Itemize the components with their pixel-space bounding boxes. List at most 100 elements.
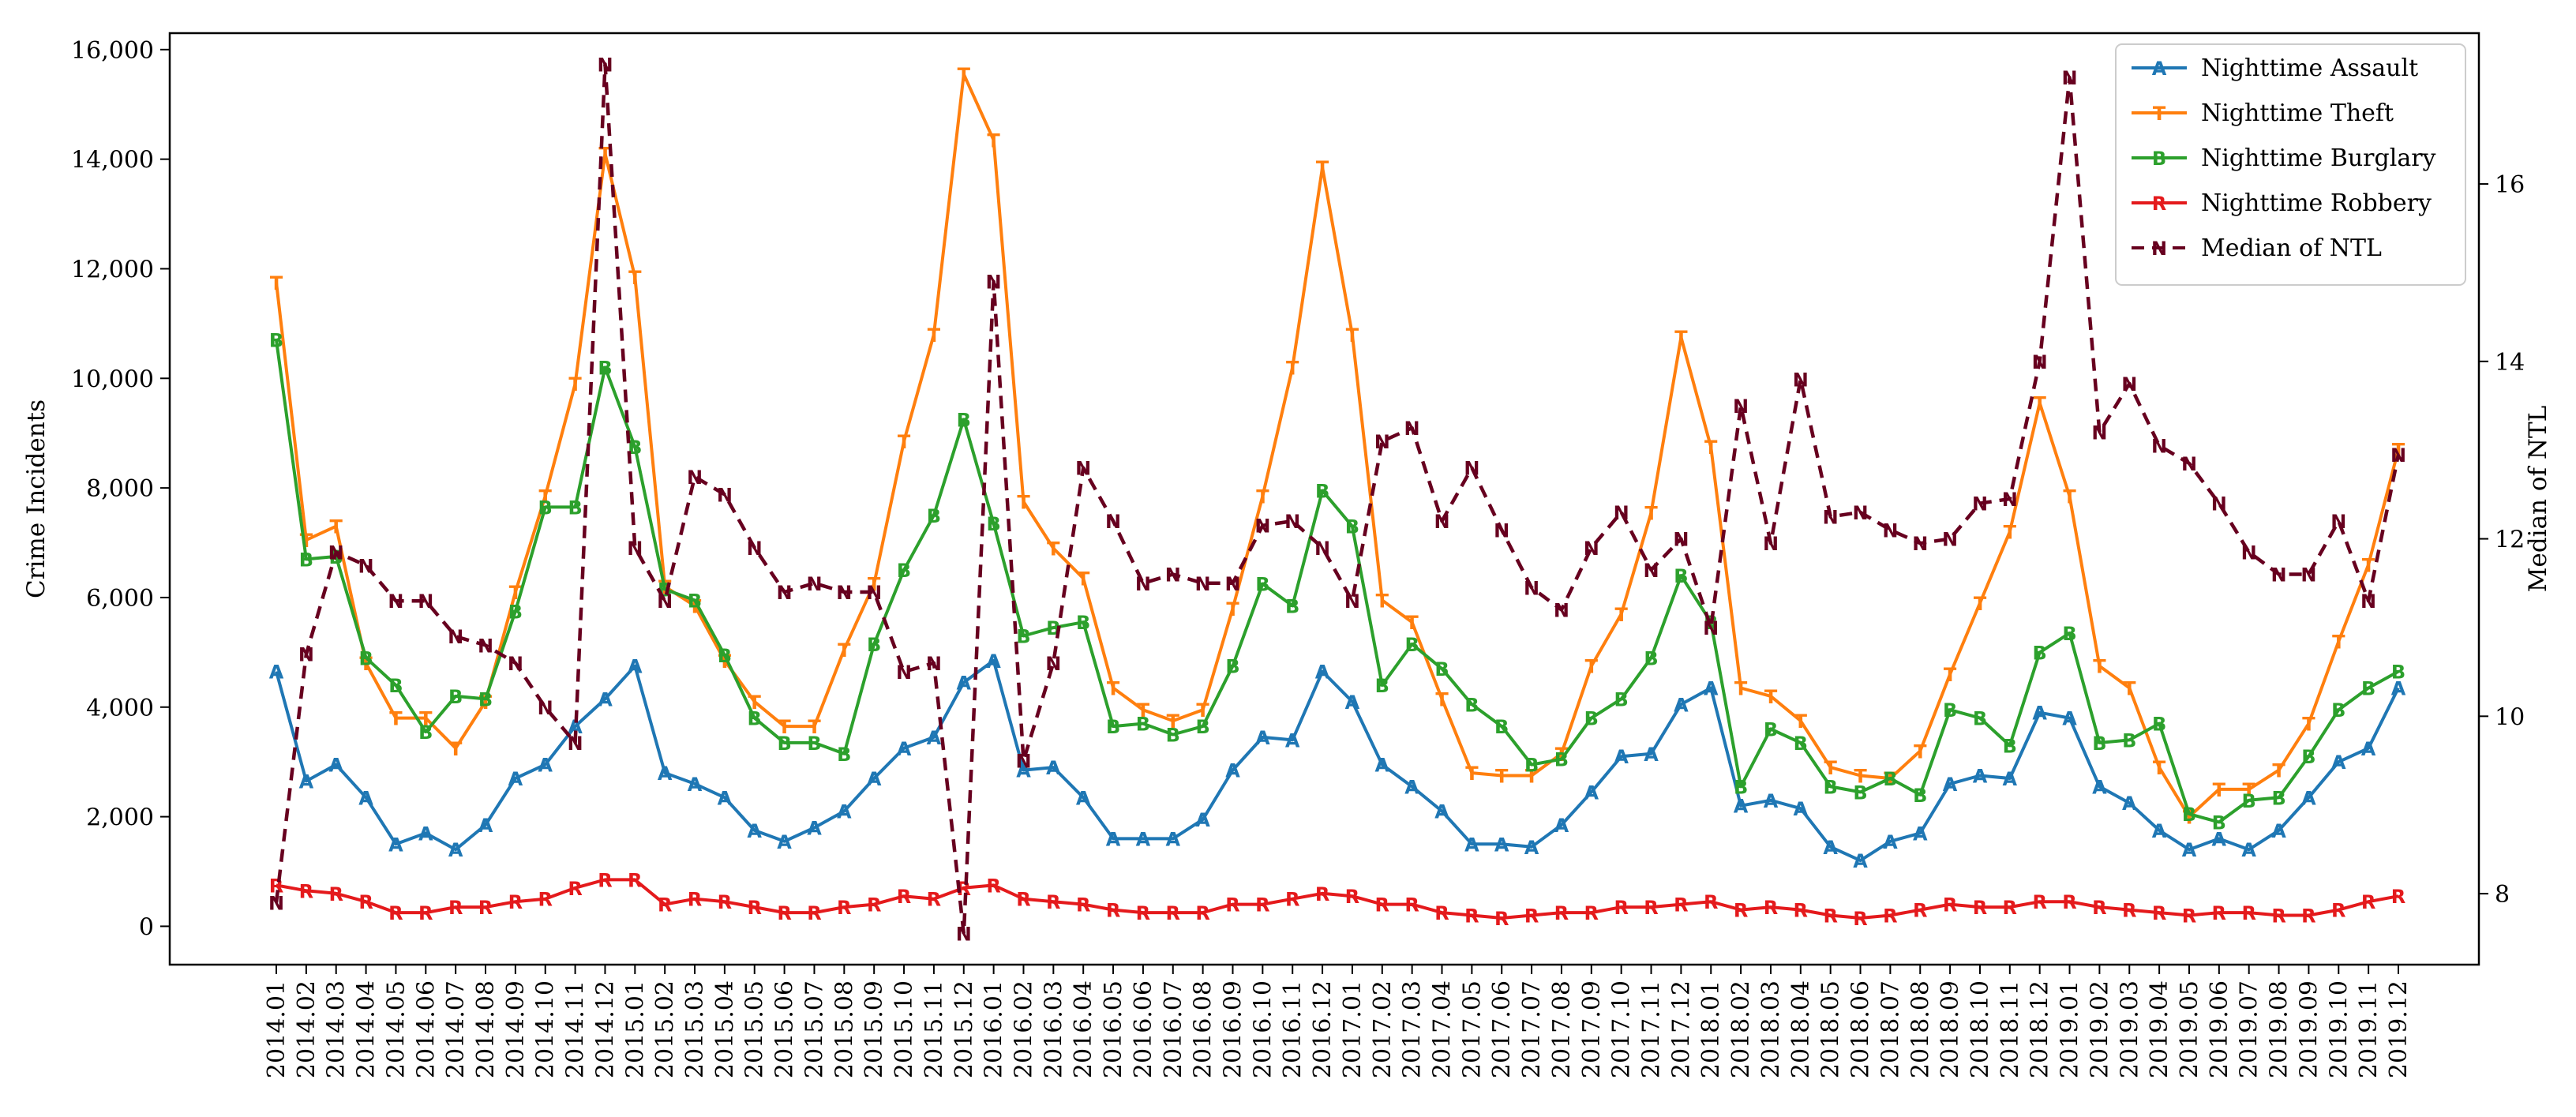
x-tick-label: 2019.01	[2057, 980, 2084, 1078]
data-point: N	[2330, 511, 2346, 533]
data-point: A	[1345, 692, 1360, 714]
data-point: T	[1704, 437, 1718, 459]
data-point: B	[1076, 612, 1090, 634]
data-point: R	[2241, 902, 2255, 924]
data-point: T	[1137, 699, 1150, 722]
data-point: R	[1464, 905, 1479, 928]
data-point: B	[2212, 812, 2226, 834]
series-line-nighttime-burglary	[275, 339, 2399, 824]
data-point: B	[1434, 658, 1449, 680]
data-point: T	[1914, 740, 1927, 763]
data-point: B	[1734, 776, 1748, 798]
data-point: R	[2062, 891, 2076, 913]
x-tick-label: 2017.04	[1429, 980, 1457, 1078]
data-point: A	[269, 662, 284, 684]
data-point: R	[1973, 897, 1987, 919]
data-point: T	[808, 716, 821, 738]
x-tick-label: 2019.10	[2325, 980, 2353, 1078]
data-point: T	[1077, 568, 1090, 590]
x-tick-label: 2017.10	[1608, 980, 1636, 1078]
data-point: A	[688, 774, 703, 796]
data-point: A	[747, 820, 762, 842]
legend-label: Median of NTL	[2201, 234, 2382, 262]
data-point: R	[1794, 900, 1808, 922]
y-tick-label: 10,000	[71, 365, 154, 393]
data-point: A	[2391, 678, 2406, 700]
data-point: T	[1495, 766, 1509, 788]
data-point: T	[568, 373, 582, 395]
data-point: B	[1913, 785, 1927, 807]
data-point: R	[388, 902, 403, 924]
x-tick-label: 2017.01	[1339, 980, 1367, 1078]
x-tick-label: 2018.11	[1997, 980, 2024, 1078]
data-point: N	[2091, 422, 2107, 444]
data-point: T	[1226, 598, 1239, 620]
data-point: R	[1225, 894, 1239, 916]
y-tick-label: 2,000	[86, 804, 154, 832]
data-point: R	[688, 889, 702, 911]
data-point: R	[2032, 891, 2046, 913]
legend-label: Nighttime Burglary	[2201, 144, 2436, 172]
data-point: R	[1375, 894, 1389, 916]
data-point: B	[2122, 729, 2136, 752]
data-point: B	[1824, 776, 1838, 798]
data-point: N	[1703, 617, 1719, 639]
data-point: R	[1734, 900, 1748, 922]
data-point: A	[508, 768, 523, 790]
data-point: A	[2241, 839, 2256, 861]
data-point: B	[748, 708, 762, 730]
data-point: N	[298, 644, 314, 666]
data-point: R	[1554, 902, 1569, 924]
data-point: B	[2331, 699, 2345, 722]
data-point: T	[778, 716, 791, 738]
data-point: N	[866, 582, 882, 604]
data-point: A	[927, 727, 942, 749]
data-point: N	[1344, 590, 1360, 613]
data-point: B	[1794, 733, 1808, 755]
data-point: N	[1045, 653, 1061, 675]
data-point: R	[2212, 902, 2226, 924]
data-point: N	[2151, 436, 2167, 458]
data-point: A	[1794, 798, 1809, 820]
data-point: R	[1614, 897, 1628, 919]
data-point: T	[958, 64, 971, 86]
x-tick-label: 2019.12	[2385, 980, 2413, 1078]
data-point: A	[1404, 776, 1419, 798]
x-tick-label: 2019.08	[2266, 980, 2293, 1078]
data-point: B	[299, 549, 313, 571]
data-point: R	[807, 902, 821, 924]
data-point: A	[628, 656, 643, 678]
x-tick-label: 2019.09	[2295, 980, 2323, 1078]
data-point: B	[1464, 694, 1479, 716]
data-point: N	[1195, 573, 1211, 595]
data-point: B	[1674, 565, 1688, 587]
data-point: B	[688, 590, 702, 612]
data-point: B	[2391, 662, 2405, 684]
data-point: B	[2152, 714, 2166, 736]
data-point: B	[2301, 746, 2315, 768]
data-point: R	[1434, 902, 1449, 924]
data-point: A	[1704, 678, 1719, 700]
data-point: A	[1584, 782, 1599, 804]
data-point: R	[299, 880, 313, 902]
data-point: A	[1764, 790, 1779, 812]
data-point: R	[718, 891, 732, 913]
data-point: T	[2093, 656, 2106, 678]
data-point: R	[2152, 902, 2166, 924]
data-point: R	[927, 889, 941, 911]
data-point: T	[1734, 678, 1748, 700]
x-tick-label: 2016.03	[1040, 980, 1067, 1078]
data-point: B	[1375, 675, 1389, 697]
data-point: T	[2063, 486, 2076, 508]
x-tick-label: 2015.04	[711, 980, 739, 1078]
data-point: R	[508, 891, 523, 913]
data-point: A	[358, 787, 373, 809]
x-tick-label: 2018.05	[1817, 980, 1845, 1078]
data-point: N	[2241, 542, 2257, 564]
data-point: R	[1016, 889, 1030, 911]
data-point: N	[1763, 533, 1779, 555]
data-point: N	[568, 733, 583, 755]
data-point: T	[1316, 157, 1329, 179]
y-tick-label: 16,000	[71, 37, 154, 65]
